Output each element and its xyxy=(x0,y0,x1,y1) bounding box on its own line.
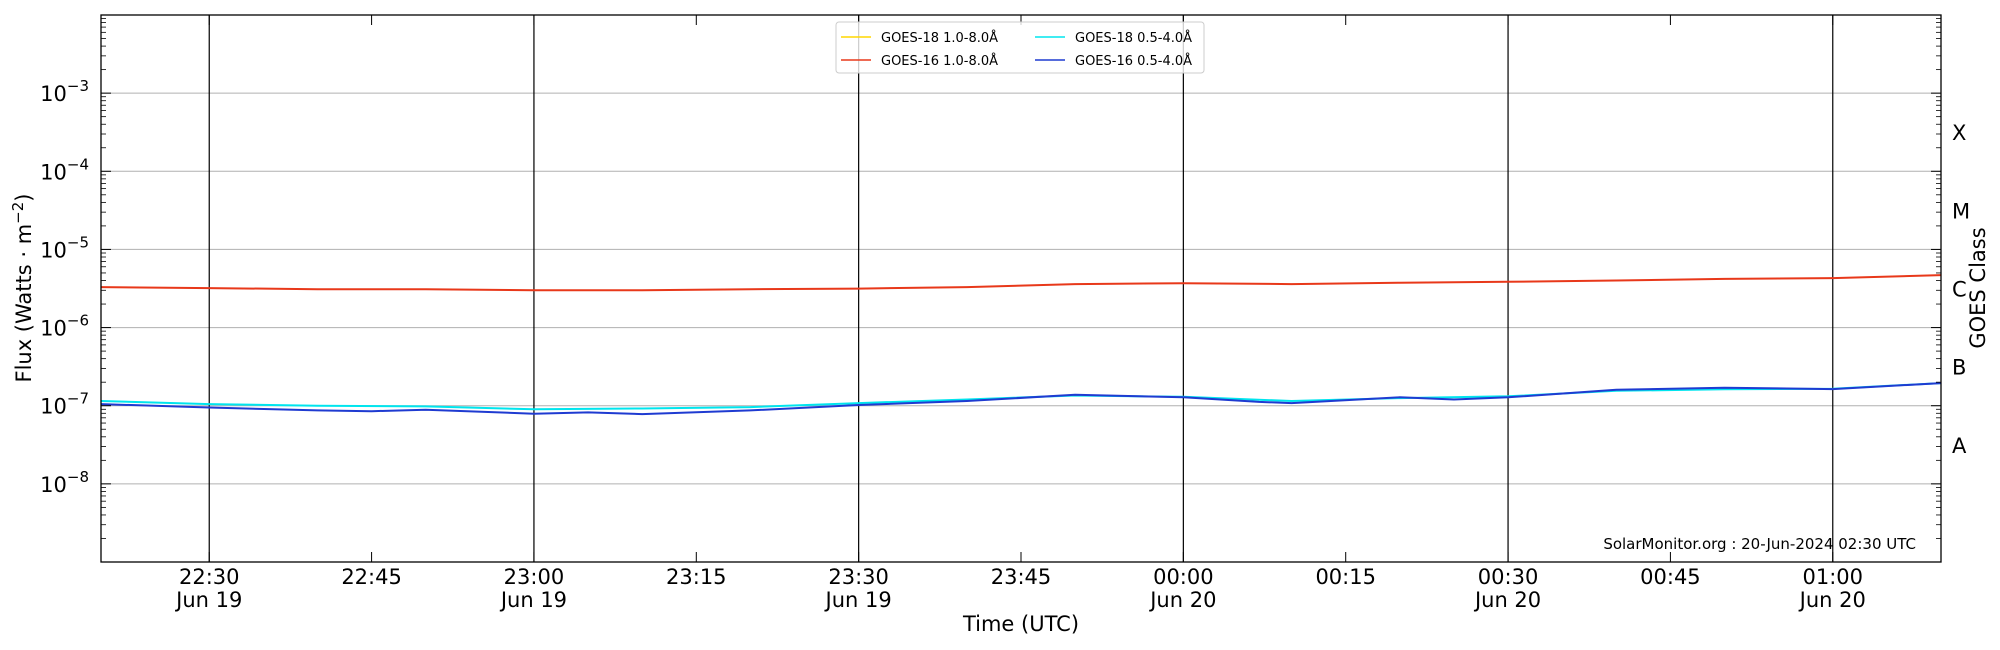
goes-class-label: C xyxy=(1952,278,1967,302)
y-tick-label: 10−8 xyxy=(40,468,89,497)
goes-class-label: X xyxy=(1952,121,1966,145)
x-tick-label: 22:30 xyxy=(179,565,240,589)
credit-annotation: SolarMonitor.org : 20-Jun-2024 02:30 UTC xyxy=(1603,535,1916,553)
legend-label-goes18-long: GOES-18 1.0-8.0Å xyxy=(881,30,998,46)
x-tick-date-label: Jun 20 xyxy=(1473,588,1541,612)
y-tick-label: 10−7 xyxy=(40,390,89,419)
legend-label-goes16-long: GOES-16 1.0-8.0Å xyxy=(881,53,998,69)
x-tick-label: 00:00 xyxy=(1153,565,1214,589)
grid xyxy=(101,15,1941,562)
x-tick-date-label: Jun 20 xyxy=(1798,588,1866,612)
goes-class-labels: X M C B A xyxy=(1952,121,1970,458)
x-tick-label: 23:30 xyxy=(828,565,889,589)
x-axis-title: Time (UTC) xyxy=(962,612,1079,636)
series-line-2 xyxy=(100,274,1942,292)
x-tick-label: 23:00 xyxy=(504,565,565,589)
goes-class-label: A xyxy=(1952,434,1967,458)
y-tick-label: 10−3 xyxy=(40,77,89,106)
goes-class-label: M xyxy=(1952,199,1970,223)
legend-label-goes18-short: GOES-18 0.5-4.0Å xyxy=(1075,30,1192,46)
x-tick-label: 23:15 xyxy=(666,565,727,589)
legend-label-goes16-short: GOES-16 0.5-4.0Å xyxy=(1075,53,1192,69)
y-axis-title: Flux (Watts · m−2) xyxy=(9,193,36,382)
x-tick-label: 23:45 xyxy=(991,565,1052,589)
y-tick-label: 10−4 xyxy=(40,155,89,184)
x-tick-label: 22:45 xyxy=(341,565,402,589)
legend: GOES-18 1.0-8.0Å GOES-16 1.0-8.0Å GOES-1… xyxy=(835,21,1205,74)
x-tick-date-label: Jun 19 xyxy=(499,588,567,612)
x-tick-label: 01:00 xyxy=(1802,565,1863,589)
x-tick-label: 00:30 xyxy=(1478,565,1539,589)
x-tick-date-label: Jun 19 xyxy=(174,588,242,612)
x-tick-date-label: Jun 20 xyxy=(1148,588,1216,612)
series-line-3 xyxy=(100,382,1942,416)
legend-box xyxy=(835,21,1205,74)
y-tick-label: 10−5 xyxy=(40,233,89,262)
x-tick-label: 00:45 xyxy=(1640,565,1701,589)
x-tick-label: 00:15 xyxy=(1315,565,1376,589)
y-axis-ticks: 10−3 10−4 10−5 10−6 10−7 10−8 xyxy=(40,77,1941,497)
y-tick-label: 10−6 xyxy=(40,312,89,341)
x-tick-date-label: Jun 19 xyxy=(824,588,892,612)
right-axis-title: GOES Class xyxy=(1966,227,1990,348)
series-layer xyxy=(100,274,1942,416)
minor-ticks xyxy=(101,18,1941,539)
goes-class-label: B xyxy=(1952,356,1966,380)
